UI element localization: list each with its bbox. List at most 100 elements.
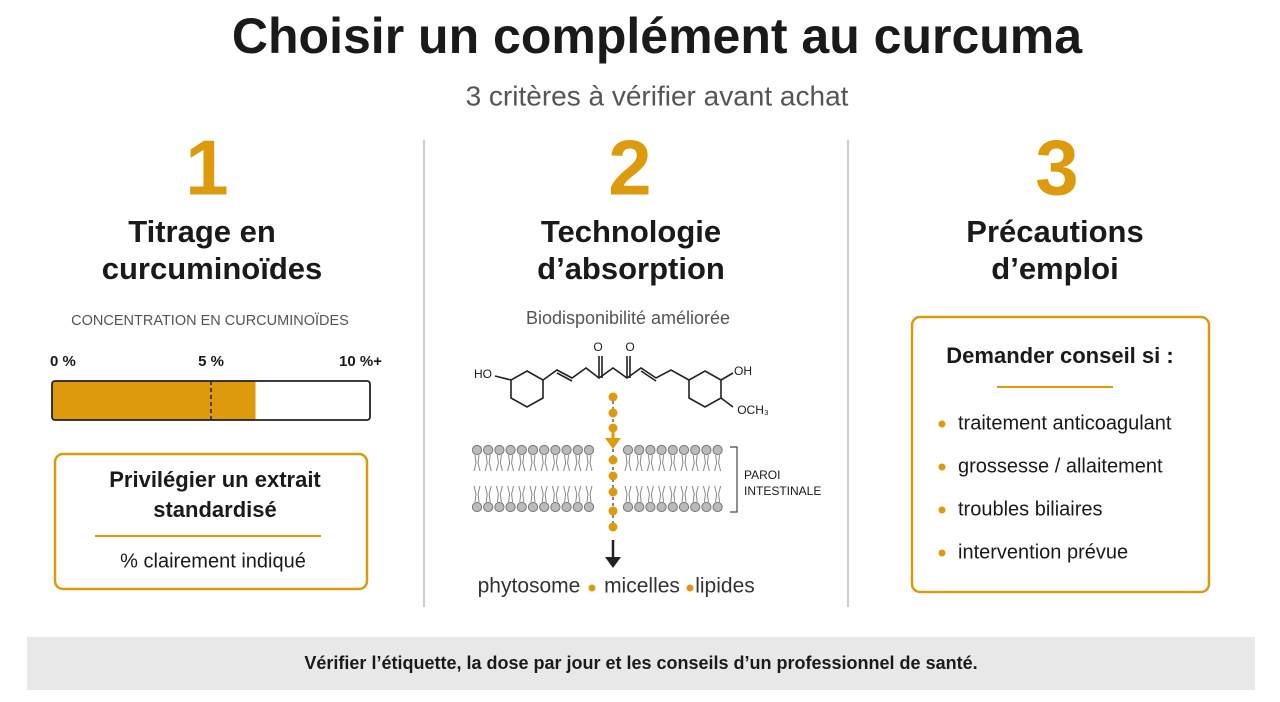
lipid-tail [635, 454, 643, 503]
absorption-dot [608, 408, 618, 418]
step-number: 3 [1035, 124, 1078, 212]
lipid-head [527, 444, 539, 456]
lipid-tail [540, 454, 548, 503]
lipid-tail [646, 454, 654, 503]
lipid-tail [680, 454, 688, 503]
step-number: 2 [608, 124, 651, 212]
lipid-tail [691, 454, 699, 503]
lipid-head [667, 444, 678, 456]
forms: phytosome micelles lipides [478, 575, 755, 598]
lipid-head [622, 444, 634, 456]
absorption-dot [608, 487, 618, 497]
lipid-tail [714, 454, 722, 503]
step-title: Titrage en [128, 214, 276, 249]
gauge-caption: CONCENTRATION EN CURCUMINOÏDES [71, 312, 349, 329]
caution-item: intervention prévue [958, 541, 1128, 563]
lipid-head [583, 501, 595, 513]
gauge: 0 % 5 % 10 %+ [50, 353, 382, 421]
subtitle: 3 critères à vérifier avant achat [466, 80, 849, 111]
absorption-dot [608, 455, 618, 465]
advice-text: standardisé [153, 497, 277, 522]
lipid-head [712, 501, 723, 513]
diagram-caption: Biodisponibilité améliorée [526, 308, 730, 328]
absorption-form: lipides [695, 575, 755, 598]
absorption-form: micelles [604, 575, 680, 598]
lipid-head [645, 501, 656, 513]
lipid-head [483, 444, 494, 456]
lipid-head [471, 444, 483, 456]
lipid-tail [624, 454, 632, 503]
caution-item: grossesse / allaitement [958, 455, 1163, 477]
lipid-head [583, 444, 595, 456]
lipid-tail [529, 454, 537, 503]
footer-band [27, 637, 1255, 690]
lipid-tail [585, 454, 593, 503]
lipid-head [494, 444, 505, 456]
lipid-head [634, 444, 645, 456]
lipid-head [527, 501, 539, 513]
caution-box [910, 315, 1211, 594]
membrane-label: PAROI [744, 468, 780, 482]
bullet [938, 506, 946, 514]
atom-label: O [593, 340, 602, 354]
bracket [730, 446, 738, 513]
title: Choisir un complément au curcuma [232, 8, 1083, 64]
caution-heading: Demander conseil si : [946, 343, 1173, 368]
absorption-dot [608, 471, 618, 481]
lipid-head [572, 501, 583, 513]
lipid-tail [563, 454, 571, 503]
atom-label: OCH₃ [737, 403, 769, 417]
lipid-head [622, 501, 634, 513]
membrane [471, 392, 723, 532]
molecule [494, 356, 734, 408]
caution-list: traitement anticoagulant grossesse / alla… [938, 412, 1172, 563]
gauge-tick-label: 5 % [198, 353, 224, 370]
atom-label: O [625, 340, 634, 354]
absorption-dot [608, 506, 618, 516]
lipid-head [483, 501, 494, 513]
step-title: curcuminoïdes [102, 251, 323, 286]
separator-dot [686, 584, 694, 592]
step-title: Précautions [966, 214, 1143, 249]
caution-item: troubles biliaires [958, 498, 1103, 520]
lipid-tail [495, 454, 503, 503]
lipid-head [550, 444, 561, 456]
step-title: d’absorption [537, 251, 725, 286]
lipid-tail [484, 454, 492, 503]
lipid-head [667, 501, 678, 513]
lipid-head [678, 444, 690, 456]
lipid-head [656, 501, 667, 513]
lipid-tail [574, 454, 582, 503]
step-number: 1 [185, 124, 228, 212]
advice-text: Privilégier un extrait [109, 467, 321, 492]
arrow-head [605, 557, 621, 568]
absorption-dot [608, 423, 618, 433]
step-title: Technologie [541, 214, 721, 249]
absorption-dot [608, 392, 618, 402]
lipid-head [494, 501, 505, 513]
lipid-head [656, 444, 667, 456]
lipid-head [690, 444, 701, 456]
lipid-head [678, 501, 690, 513]
lipid-head [712, 444, 723, 456]
lipid-head [561, 444, 572, 456]
lipid-tail [551, 454, 559, 503]
atom-label: OH [734, 364, 752, 378]
lipid-head [516, 501, 527, 513]
absorption-dot [608, 522, 618, 532]
atom-label: HO [474, 367, 492, 381]
lipid-head [539, 501, 550, 513]
lipid-head [701, 501, 712, 513]
bullet [938, 420, 946, 428]
lipid-tail [507, 454, 515, 503]
absorption-form: phytosome [478, 575, 581, 598]
lipid-head [550, 501, 561, 513]
gauge-fill [52, 381, 256, 420]
lipid-tail [518, 454, 526, 503]
gauge-tick-label: 0 % [50, 353, 76, 370]
lipid-head [690, 501, 701, 513]
lipid-head [561, 501, 572, 513]
lipid-head [516, 444, 527, 456]
lipid-head [645, 444, 656, 456]
